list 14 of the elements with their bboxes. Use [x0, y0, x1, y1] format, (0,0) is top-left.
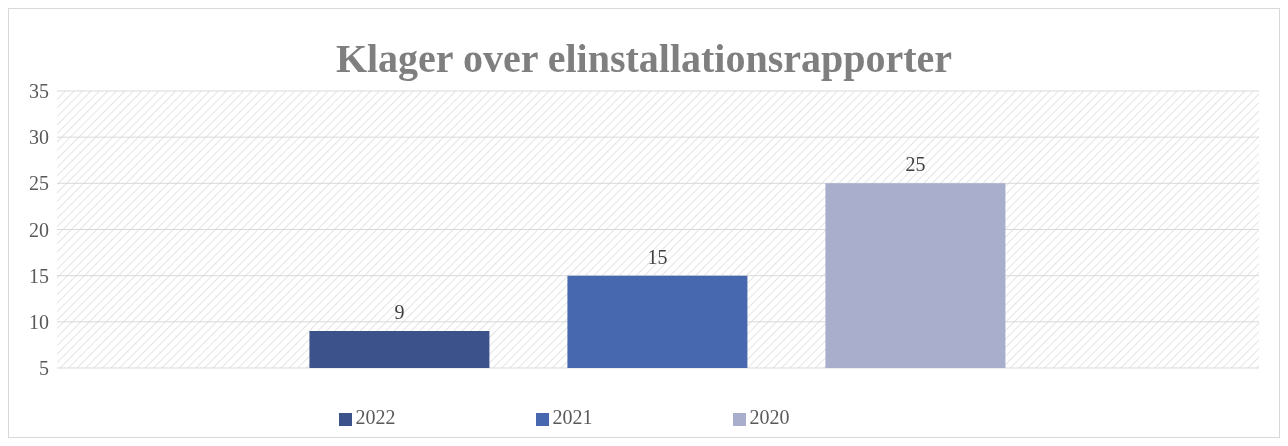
y-tick-label: 20	[29, 218, 49, 241]
data-label: 15	[647, 245, 668, 268]
y-tick-label: 25	[29, 172, 49, 195]
legend-label: 2022	[355, 406, 396, 428]
data-label: 25	[905, 153, 926, 176]
chart-title: Klager over elinstallationsrapporter	[334, 35, 954, 81]
y-tick-label: 15	[29, 264, 49, 287]
y-tick-label: 35	[29, 80, 49, 103]
y-tick-label: 30	[29, 126, 49, 149]
legend-label: 2021	[552, 406, 593, 428]
y-tick-label: 10	[29, 310, 49, 333]
y-tick-label: 5	[39, 357, 49, 380]
legend-label: 2020	[749, 406, 790, 428]
data-label: 9	[394, 301, 405, 324]
